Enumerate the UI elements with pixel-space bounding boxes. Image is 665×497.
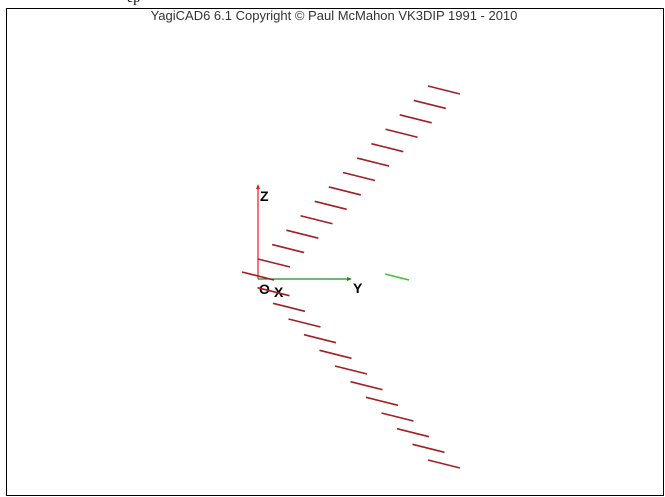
y-axis-label: Y bbox=[353, 280, 363, 296]
upper-element-group bbox=[257, 85, 461, 268]
antenna-element bbox=[399, 114, 432, 124]
antenna-element bbox=[334, 365, 368, 375]
antenna-element bbox=[257, 258, 291, 268]
antenna-element bbox=[257, 286, 290, 297]
antenna-element bbox=[413, 99, 447, 110]
z-axis-arrowhead bbox=[256, 184, 260, 189]
antenna-3d-viewport[interactable]: YagiCAD6 6.1 Copyright © Paul McMahon VK… bbox=[6, 8, 664, 496]
antenna-element bbox=[381, 412, 414, 422]
antenna-element bbox=[314, 200, 347, 211]
antenna-element bbox=[396, 427, 430, 438]
antenna-element bbox=[300, 214, 333, 225]
y-axis-arrowhead bbox=[347, 277, 352, 281]
antenna-element bbox=[241, 271, 275, 281]
lower-element-group bbox=[241, 271, 461, 469]
antenna-element bbox=[288, 318, 321, 328]
antenna-element bbox=[371, 142, 404, 153]
antenna-3d-view[interactable]: YagiCAD6 6.1 Copyright © Paul McMahon VK… bbox=[7, 9, 664, 496]
antenna-element bbox=[303, 333, 337, 344]
antenna-element bbox=[427, 459, 461, 469]
antenna-element bbox=[356, 157, 390, 167]
view-title: YagiCAD6 6.1 Copyright © Paul McMahon VK… bbox=[151, 9, 518, 23]
driven-element-group bbox=[384, 273, 410, 281]
antenna-element bbox=[286, 229, 319, 239]
antenna-element bbox=[365, 396, 399, 407]
window-top-fragment: ep bbox=[127, 0, 140, 7]
antenna-element bbox=[342, 171, 376, 182]
antenna-element bbox=[319, 349, 352, 360]
antenna-element bbox=[385, 128, 418, 139]
x-axis-label: X bbox=[274, 284, 284, 300]
antenna-element bbox=[272, 302, 306, 313]
z-axis-label: Z bbox=[260, 188, 269, 204]
driven-element bbox=[384, 273, 410, 281]
antenna-element bbox=[271, 243, 305, 254]
antenna-element bbox=[328, 186, 362, 196]
window-top-strip: ep bbox=[0, 0, 665, 8]
antenna-element bbox=[412, 443, 445, 454]
antenna-element bbox=[350, 380, 383, 391]
antenna-element bbox=[427, 85, 461, 95]
